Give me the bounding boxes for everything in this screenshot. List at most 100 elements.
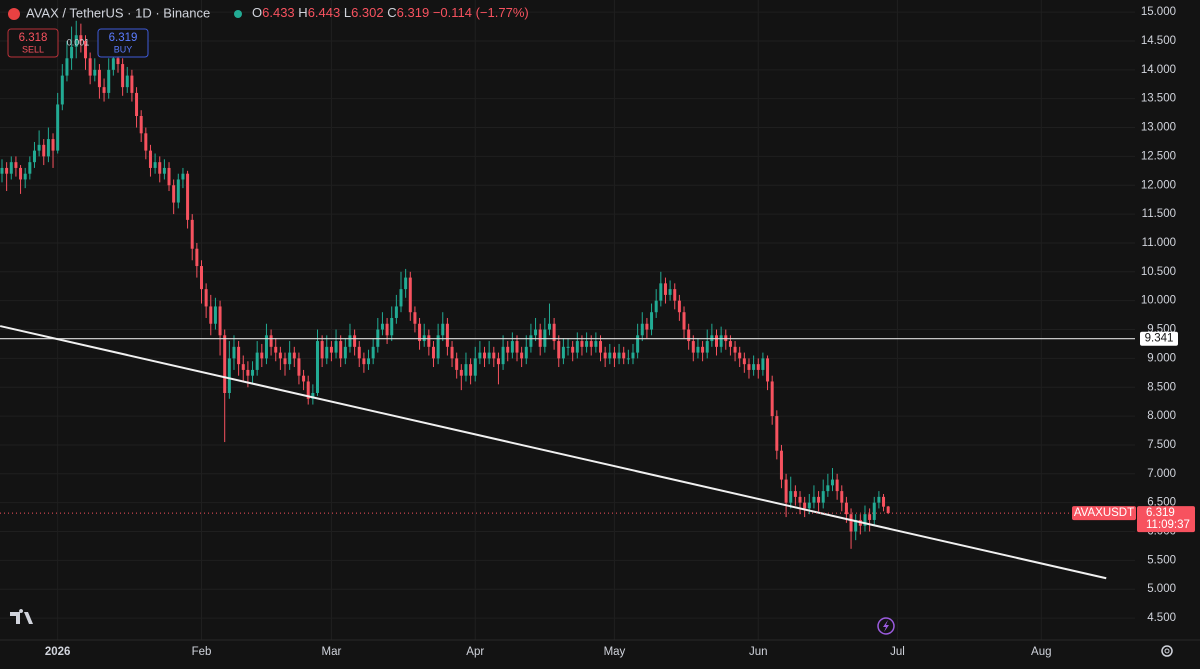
candle-body — [227, 358, 231, 394]
market-status — [234, 10, 242, 18]
icon-bolt[interactable] — [883, 620, 889, 632]
candle-body — [288, 352, 292, 365]
candle-body — [877, 496, 881, 503]
candle-body — [705, 341, 709, 353]
candle-body — [51, 139, 55, 151]
candle-body — [339, 341, 343, 359]
candle-body — [241, 364, 245, 370]
y-tick-label: 11.000 — [1142, 237, 1176, 249]
y-tick-label: 6.500 — [1147, 497, 1176, 509]
candle-body — [663, 283, 667, 295]
candle-body — [232, 346, 236, 359]
candle-body — [385, 323, 389, 336]
candle-body — [886, 506, 890, 514]
candle-body — [283, 358, 287, 365]
buy-label[interactable]: BUY — [114, 44, 133, 54]
y-tick-label: 11.500 — [1142, 208, 1176, 220]
candle-body — [752, 364, 756, 370]
candle-body — [148, 150, 152, 168]
spread: 0.001 — [67, 37, 90, 47]
candle-body — [427, 335, 431, 347]
y-tick-label: 4.500 — [1147, 612, 1176, 624]
candle-body — [691, 341, 695, 353]
candle-body — [654, 300, 658, 313]
candle-body — [74, 35, 78, 47]
y-tick-label: 12.000 — [1141, 179, 1176, 191]
gear[interactable] — [1161, 645, 1173, 657]
candle-body — [111, 58, 115, 70]
candle-body — [93, 69, 97, 76]
candle-body — [696, 346, 700, 353]
candle-body — [135, 92, 139, 116]
candle-body — [492, 352, 496, 359]
logo-shape[interactable] — [10, 609, 33, 624]
candle-body — [97, 69, 101, 88]
sell-price[interactable]: 6.318 — [19, 32, 48, 44]
candle-body — [353, 335, 357, 347]
y-tick-label: 7.500 — [1147, 439, 1176, 451]
y-tick-label: 13.000 — [1141, 122, 1176, 134]
candle-body — [367, 358, 371, 365]
candle-body — [139, 115, 143, 134]
candle-body — [571, 346, 575, 353]
candle-body — [459, 369, 463, 376]
ohlc-label: H — [298, 5, 307, 20]
y-tick-label: 10.000 — [1141, 295, 1176, 307]
candle-body — [223, 335, 227, 394]
candle-body — [510, 341, 514, 353]
candle-body — [357, 346, 361, 359]
candle-body — [793, 491, 797, 497]
candle-body — [659, 283, 663, 301]
x-tick-label: Feb — [192, 646, 212, 658]
y-tick-label: 13.500 — [1141, 93, 1176, 105]
candle-body — [668, 289, 672, 295]
icon-circle[interactable] — [877, 617, 895, 635]
candle-body — [817, 496, 821, 503]
sell-button[interactable]: 6.318 SELL — [7, 28, 59, 58]
candle-body — [487, 352, 491, 359]
candle-body — [868, 514, 872, 520]
sell-box[interactable] — [7, 28, 59, 58]
candle-body — [738, 352, 742, 359]
candle-body — [631, 352, 635, 359]
y-tick-label: 8.000 — [1147, 410, 1176, 422]
candle-body — [844, 502, 848, 515]
candle-body — [835, 479, 839, 492]
candle-body — [14, 162, 18, 168]
settings-icon[interactable] — [1161, 645, 1173, 657]
candle-body — [130, 75, 134, 93]
candle-body — [872, 502, 876, 520]
y-tick-label: 14.000 — [1141, 64, 1176, 76]
candle-body — [524, 346, 528, 359]
buy-price[interactable]: 6.319 — [109, 32, 138, 44]
sell-label[interactable]: SELL — [22, 44, 44, 54]
candle-body — [775, 416, 779, 451]
candle-body — [547, 323, 551, 330]
candle-body — [728, 341, 732, 347]
candle-body — [237, 346, 241, 365]
x-tick-label: Aug — [1031, 646, 1051, 658]
candle-body — [186, 173, 190, 220]
candle-body — [882, 496, 886, 507]
candle-body — [789, 491, 793, 503]
ohlc-label: O — [252, 5, 262, 20]
candle-body — [329, 346, 333, 353]
candle-body — [441, 323, 445, 336]
buy-box[interactable] — [97, 28, 149, 58]
candle-body — [552, 323, 556, 342]
candle-body — [28, 162, 32, 174]
candle-body — [798, 496, 802, 503]
candle-body — [506, 346, 510, 353]
gear-hub[interactable] — [1164, 648, 1170, 654]
candle-body — [687, 329, 691, 342]
candle-body — [830, 479, 834, 486]
candle-body — [195, 248, 199, 267]
buy-button[interactable]: 6.319 BUY — [97, 28, 149, 58]
candle-body — [529, 335, 533, 347]
candle-body — [496, 358, 500, 365]
candle-body — [622, 352, 626, 359]
candle-body — [79, 35, 83, 41]
lightning-icon[interactable] — [877, 617, 895, 635]
candle-body — [200, 266, 204, 290]
tradingview-logo[interactable] — [10, 609, 33, 624]
